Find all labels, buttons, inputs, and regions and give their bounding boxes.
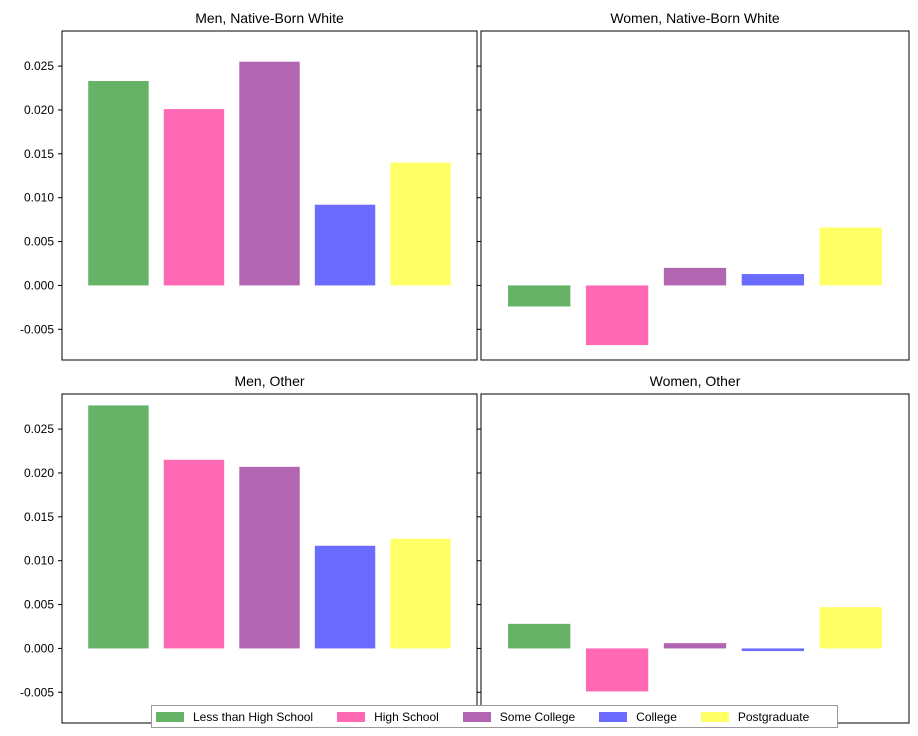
legend-swatch xyxy=(462,711,491,722)
bar xyxy=(163,109,225,286)
panel-men-native-born-white: Men, Native-Born White -0.005 0.000 0.005 0… xyxy=(20,10,478,361)
panel-women-native-born-white: Women, Native-Born White xyxy=(477,10,910,361)
panel-title: Women, Other xyxy=(650,373,741,389)
bar xyxy=(239,466,300,649)
plot-frame xyxy=(61,30,478,361)
bar xyxy=(314,204,376,286)
legend-item: Less than High School xyxy=(156,710,313,724)
panel-women-other: Women, Other xyxy=(477,373,910,724)
legend-swatch xyxy=(337,711,366,722)
y-tick-label: 0.010 xyxy=(24,191,54,205)
bar xyxy=(508,623,571,649)
y-tick-label: 0.025 xyxy=(24,59,54,73)
bar xyxy=(663,267,727,286)
bar xyxy=(663,643,727,649)
legend: Less than High School High School Some C… xyxy=(151,705,838,728)
y-tick-label: 0.000 xyxy=(24,641,54,655)
bar xyxy=(819,227,882,286)
y-tick-label: 0.020 xyxy=(24,103,54,117)
legend-swatch xyxy=(599,711,628,722)
bar xyxy=(163,459,225,649)
bar xyxy=(819,607,882,649)
panel-men-other: Men, Other -0.005 0.000 0.005 0.010 0.015 0.0… xyxy=(20,373,478,724)
legend-label: College xyxy=(636,709,677,724)
panel-title: Men, Native-Born White xyxy=(195,10,344,26)
legend-label: Postgraduate xyxy=(737,709,810,724)
legend-swatch xyxy=(156,711,184,722)
bar xyxy=(390,538,451,649)
y-tick-label: -0.005 xyxy=(20,322,54,336)
y-tick-label: 0.000 xyxy=(24,278,54,292)
legend-item: Postgraduate xyxy=(700,709,810,724)
legend-item: Some College xyxy=(462,709,576,724)
y-tick-label: 0.005 xyxy=(24,235,54,249)
legend-label: Less than High School xyxy=(193,709,314,724)
bar xyxy=(390,162,451,286)
y-tick-label: 0.015 xyxy=(24,147,54,161)
legend-label: High School xyxy=(374,709,439,724)
panel-title: Men, Other xyxy=(234,373,304,389)
bar xyxy=(88,81,149,286)
bar xyxy=(585,648,649,692)
legend-swatch xyxy=(700,711,729,722)
y-tick-label: 0.025 xyxy=(24,422,54,436)
legend-label: Some College xyxy=(499,709,576,724)
plot-frame xyxy=(480,30,910,361)
y-tick-label: 0.020 xyxy=(24,466,54,480)
bar xyxy=(585,285,649,346)
y-tick-label: -0.005 xyxy=(20,685,54,699)
plot-frame xyxy=(480,393,910,724)
y-tick-label: 0.015 xyxy=(24,510,54,524)
bar xyxy=(741,274,805,286)
bar xyxy=(741,648,805,652)
bar xyxy=(314,545,376,649)
y-tick-label: 0.005 xyxy=(24,598,54,612)
panel-title: Women, Native-Born White xyxy=(610,10,780,26)
bar xyxy=(88,405,149,649)
legend-item: High School xyxy=(337,710,439,724)
legend-item: College xyxy=(599,710,677,724)
y-tick-label: 0.010 xyxy=(24,554,54,568)
bar xyxy=(239,61,300,286)
bar xyxy=(508,285,571,307)
